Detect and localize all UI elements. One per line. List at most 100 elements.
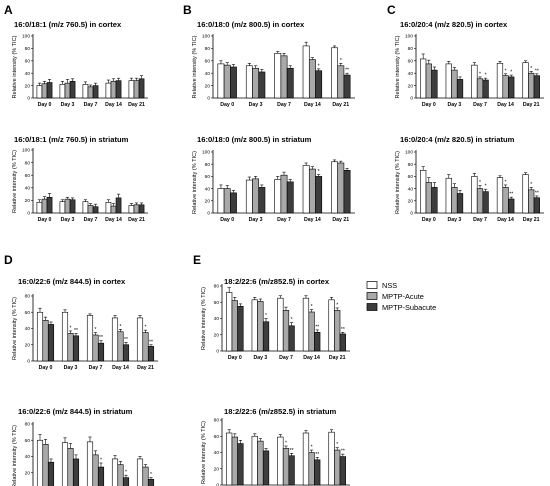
chart-panel: 16:0/20:4 (m/z 820.5) in striatum Relativ… <box>395 135 544 223</box>
bar <box>59 84 66 99</box>
x-category-label: Day 7 <box>84 102 98 108</box>
y-tick-label: 80 <box>25 294 31 300</box>
bar <box>97 342 105 362</box>
bar <box>522 62 529 99</box>
bar <box>257 301 264 352</box>
chart-panel: D 16:0/22:6 (m/z 844.5) in cortex Relative… <box>4 253 158 371</box>
bar <box>337 162 345 214</box>
y-tick-label: 40 <box>25 326 31 332</box>
bar <box>334 449 341 486</box>
bar <box>274 53 282 99</box>
bar <box>115 197 122 214</box>
bar <box>223 188 231 214</box>
bar <box>302 165 310 214</box>
y-tick-label: 80 <box>25 46 31 52</box>
chart-panel: E 18:2/22:6 (m/z852.5) in cortex Relative … <box>193 253 350 361</box>
x-category-label: Day 3 <box>447 217 461 223</box>
bar <box>331 47 338 99</box>
x-category-label: Day 7 <box>473 102 487 108</box>
bar <box>117 331 124 362</box>
bar <box>217 63 225 99</box>
bar <box>257 440 264 486</box>
significance-mark: * <box>505 68 507 74</box>
x-category-label: Day 3 <box>447 102 461 108</box>
x-category-label: Day 21 <box>137 365 154 371</box>
significance-mark: * <box>336 442 338 448</box>
bar <box>230 192 237 214</box>
bar <box>282 448 290 486</box>
legend: NSS MPTP-Acute MPTP-Subacute <box>366 281 436 312</box>
bar <box>328 299 335 352</box>
x-category-label: Day 3 <box>61 102 75 108</box>
significance-mark: * <box>145 325 147 331</box>
bar <box>237 443 244 486</box>
significance-mark: * <box>150 472 152 478</box>
significance-mark: * <box>340 58 342 64</box>
bar <box>456 79 464 99</box>
bar <box>142 466 149 486</box>
significance-mark: * <box>510 70 512 76</box>
bar <box>451 69 458 99</box>
bar <box>315 176 323 214</box>
y-tick-label: 40 <box>205 186 211 192</box>
bar <box>343 74 351 99</box>
y-axis-label: Relative intensity (% TIC) <box>201 421 207 484</box>
chart-title: 16:0/18:1 (m/z 760.5) in striatum <box>14 135 129 144</box>
bar <box>339 456 346 486</box>
bar <box>72 458 80 486</box>
significance-mark: ** <box>74 328 78 334</box>
x-category-label: Day 0 <box>38 217 52 223</box>
bar <box>286 181 294 214</box>
bar <box>425 182 432 214</box>
bar <box>533 197 540 214</box>
significance-mark: * <box>485 73 487 79</box>
bar <box>502 75 509 99</box>
bar <box>451 187 458 214</box>
bar <box>41 198 48 214</box>
x-category-label: Day 3 <box>249 102 263 108</box>
bar <box>147 478 155 486</box>
y-axis-label: Relative intensity (% TIC) <box>12 150 18 213</box>
bar <box>231 300 238 352</box>
bar <box>92 85 99 99</box>
x-category-label: Day 14 <box>497 217 514 223</box>
bar <box>528 189 535 214</box>
significance-mark: ** <box>290 448 294 454</box>
bar <box>258 187 266 214</box>
x-category-label: Day 0 <box>422 102 436 108</box>
significance-mark: ** <box>345 68 349 74</box>
bar <box>334 310 341 352</box>
y-tick-label: 100 <box>202 34 210 40</box>
y-tick-label: 60 <box>25 438 31 444</box>
y-tick-label: 0 <box>27 359 30 365</box>
x-category-label: Day 14 <box>303 355 320 361</box>
x-category-label: Day 0 <box>422 217 436 223</box>
significance-mark: * <box>291 317 293 323</box>
significance-mark: ** <box>315 452 319 458</box>
significance-mark: ** <box>149 339 153 345</box>
y-tick-label: 60 <box>205 174 211 180</box>
bar <box>147 346 155 362</box>
bar <box>315 70 323 99</box>
chart-panel: A16:0/18:1 (m/z 760.5) in cortex Relative… <box>4 3 148 108</box>
y-tick-label: 80 <box>25 160 31 166</box>
bar <box>431 69 438 99</box>
y-axis-label: Relative intensity (% TIC) <box>192 151 198 214</box>
bar <box>337 65 345 99</box>
chart-title: 16:0/18:0 (m/z 800.5) in cortex <box>197 20 305 29</box>
legend-swatch <box>366 303 378 311</box>
bar <box>476 188 484 214</box>
bar <box>67 448 74 486</box>
bar <box>328 431 335 486</box>
significance-mark: * <box>530 66 532 72</box>
significance-mark: * <box>285 441 287 447</box>
significance-mark: * <box>70 325 72 331</box>
bar <box>286 67 294 99</box>
bar <box>252 178 260 214</box>
bar <box>46 196 53 214</box>
x-category-label: Day 14 <box>304 102 321 108</box>
chart-panel: 16:0/18:0 (m/z 800.5) in striatum Relativ… <box>192 135 355 223</box>
bar <box>251 299 258 352</box>
bar <box>92 454 99 486</box>
